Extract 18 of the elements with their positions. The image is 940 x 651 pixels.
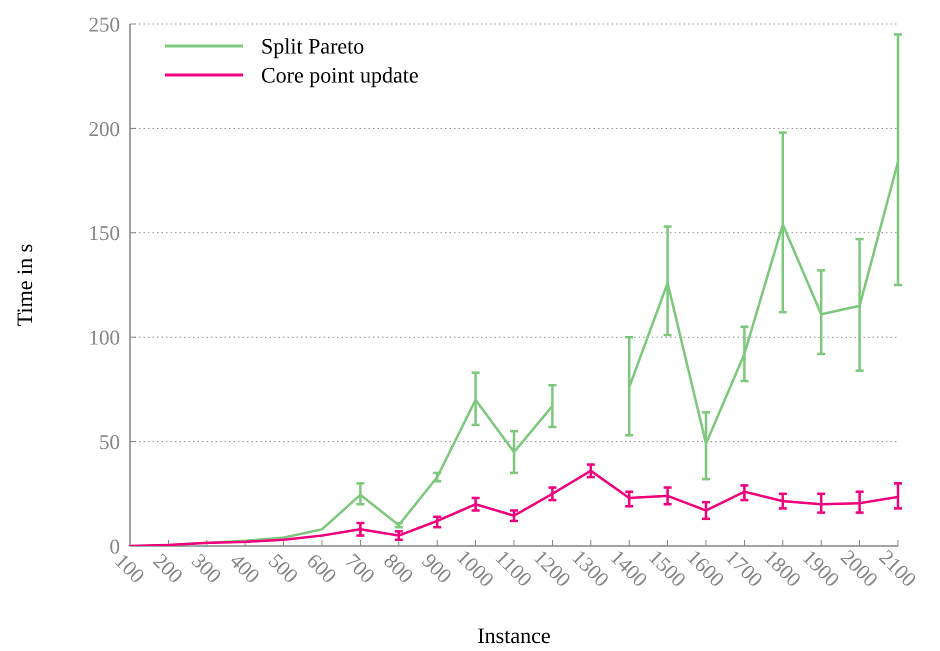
legend-label: Core point update [261, 62, 419, 88]
x-tick-label: 300 [186, 548, 226, 588]
x-tick-label: 900 [417, 548, 457, 588]
x-tick-label: 800 [378, 548, 418, 588]
x-tick-label: 700 [340, 548, 380, 588]
y-axis-title: Time in s [12, 244, 37, 326]
y-tick-label: 200 [88, 116, 120, 141]
y-tick-label: 100 [88, 326, 120, 350]
x-tick-label: 400 [225, 548, 265, 588]
y-tick-label: 0 [110, 534, 120, 558]
y-tick-label: 50 [99, 430, 120, 454]
y-tick-label: 150 [88, 221, 120, 246]
y-tick-label: 250 [88, 12, 120, 36]
x-tick-label: 600 [302, 548, 342, 588]
legend-label: Split Pareto [261, 34, 364, 59]
x-axis-title: Instance [477, 623, 551, 648]
x-tick-label: 500 [264, 548, 303, 588]
x-tick-label: 200 [148, 548, 188, 588]
